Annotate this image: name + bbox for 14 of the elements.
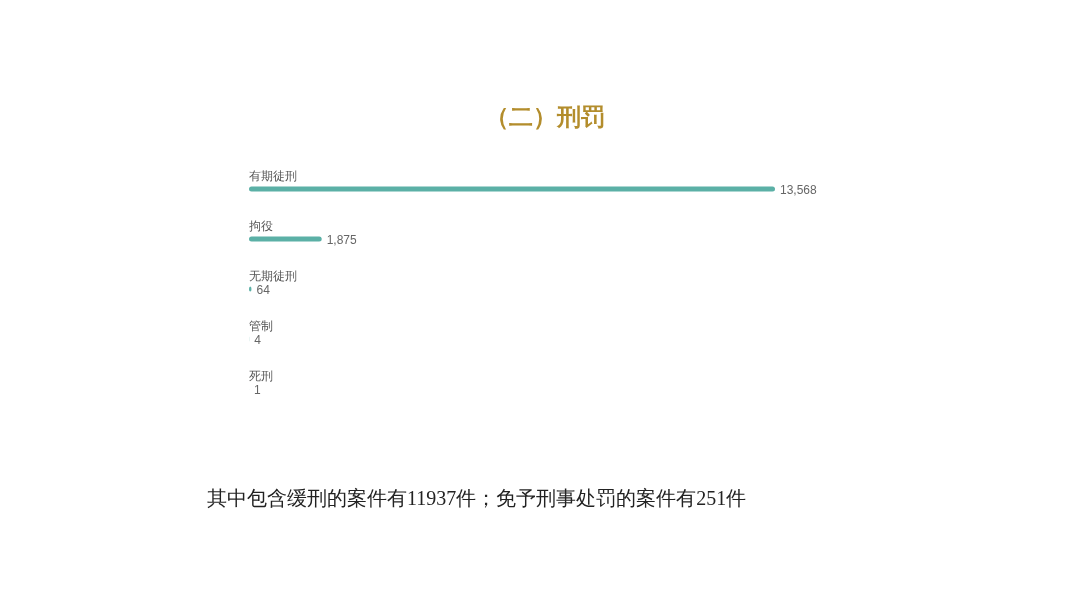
- data-label: 4: [254, 333, 262, 347]
- bar: [249, 186, 775, 192]
- chart-title: （二）刑罚: [485, 103, 605, 130]
- data-label: 1: [254, 383, 262, 397]
- bar: [249, 236, 322, 242]
- y-tick-label: 拘役: [249, 219, 273, 233]
- data-label: 1,875: [326, 233, 358, 247]
- y-tick-label: 管制: [249, 319, 273, 333]
- y-tick-label: 死刑: [249, 369, 273, 383]
- data-label: 13,568: [780, 183, 818, 197]
- y-tick-label: 有期徒刑: [249, 169, 297, 183]
- y-tick-label: 无期徒刑: [249, 269, 297, 283]
- text: 其中包含缓刑的案件有11937件；免予刑事处罚的案件有251件: [207, 487, 747, 509]
- data-label: 64: [256, 283, 271, 297]
